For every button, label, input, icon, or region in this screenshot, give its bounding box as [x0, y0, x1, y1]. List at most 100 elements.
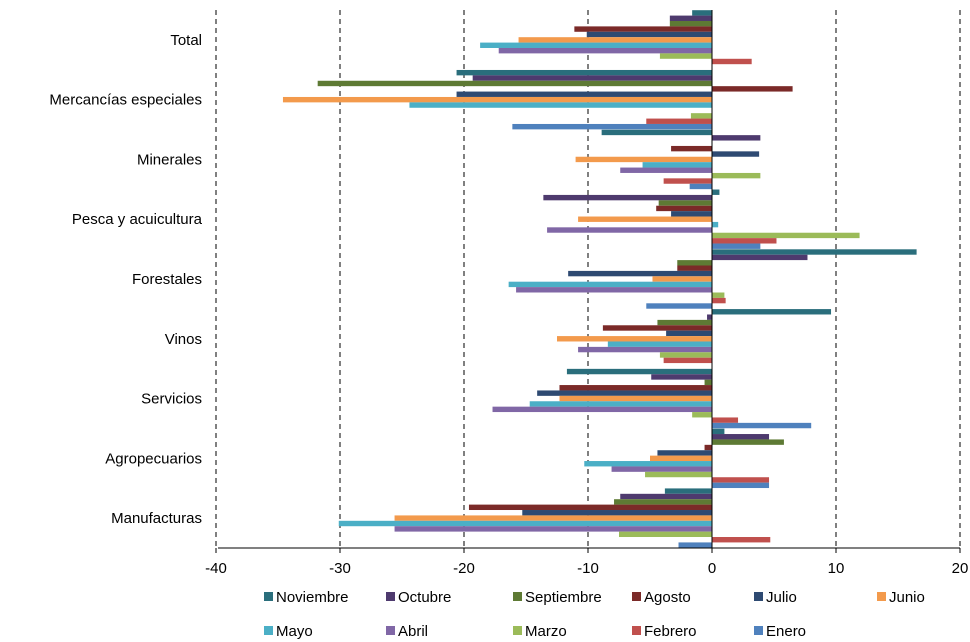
- bar: [671, 211, 712, 217]
- x-tick-label: 20: [952, 560, 969, 577]
- bar: [712, 86, 793, 92]
- bar: [575, 156, 712, 163]
- bar: [646, 303, 712, 309]
- bar: [611, 466, 712, 472]
- legend-label: Enero: [766, 623, 806, 640]
- bar: [480, 42, 712, 48]
- bar: [498, 47, 712, 54]
- grid-lines: [215, 10, 961, 548]
- axes: [215, 10, 961, 553]
- bar: [712, 417, 739, 423]
- bar: [652, 276, 712, 282]
- bar: [712, 232, 860, 239]
- bars: [282, 10, 917, 548]
- category-label: Agropecuarios: [105, 450, 202, 467]
- bar: [547, 227, 712, 233]
- bar: [620, 493, 712, 500]
- bar: [522, 510, 712, 516]
- category-label: Vinos: [165, 331, 202, 348]
- bar: [707, 314, 712, 320]
- bar: [712, 172, 761, 179]
- bar: [642, 162, 712, 168]
- bar: [651, 374, 712, 380]
- bar: [712, 243, 761, 249]
- bar: [586, 31, 712, 38]
- legend-item: Junio: [877, 589, 925, 606]
- x-tick-label: -10: [577, 560, 599, 577]
- bar: [666, 330, 712, 337]
- legend-label: Noviembre: [276, 589, 349, 606]
- legend-swatch: [513, 626, 522, 635]
- legend-swatch: [754, 592, 763, 601]
- legend-label: Marzo: [525, 623, 567, 640]
- bar: [692, 412, 712, 418]
- bar: [394, 515, 712, 521]
- legend-swatch: [632, 626, 641, 635]
- bar: [669, 15, 712, 21]
- bar: [619, 531, 712, 538]
- bar: [557, 336, 712, 342]
- bar: [712, 189, 720, 195]
- bar: [317, 80, 712, 87]
- category-label: Minerales: [137, 151, 202, 168]
- bar: [657, 319, 712, 326]
- bar: [712, 482, 770, 489]
- bar: [657, 450, 712, 456]
- legend-item: Octubre: [386, 589, 451, 606]
- legend-swatch: [264, 592, 273, 601]
- bar: [578, 216, 712, 222]
- bar: [543, 194, 712, 201]
- category-label: Pesca y acuicultura: [72, 211, 203, 228]
- bar: [712, 58, 752, 65]
- bar: [712, 221, 719, 228]
- bar: [645, 471, 712, 478]
- legend-item: Agosto: [632, 589, 691, 606]
- bar: [601, 129, 712, 136]
- bar: [659, 53, 712, 59]
- bar: [690, 113, 712, 119]
- bar: [656, 205, 712, 212]
- bar: [512, 123, 712, 130]
- bar: [607, 341, 712, 347]
- bar: [712, 135, 761, 141]
- legend-item: Mayo: [264, 623, 313, 640]
- bar: [518, 37, 712, 43]
- bar: [664, 488, 712, 494]
- bar: [712, 428, 725, 435]
- legend-label: Julio: [766, 589, 797, 606]
- bar: [712, 297, 726, 304]
- legend-swatch: [632, 592, 641, 601]
- legend-item: Febrero: [632, 623, 697, 640]
- legend-swatch: [386, 626, 395, 635]
- bar: [659, 352, 712, 358]
- bar: [409, 102, 712, 108]
- x-tick-label: -40: [205, 560, 227, 577]
- bar: [712, 477, 770, 483]
- bar: [650, 455, 712, 462]
- bar: [663, 357, 712, 364]
- bar: [394, 526, 712, 532]
- x-tick-label: -30: [329, 560, 351, 577]
- bar: [574, 26, 712, 32]
- legend-item: Noviembre: [264, 589, 349, 606]
- bar: [712, 434, 770, 440]
- legend-item: Enero: [754, 623, 806, 640]
- category-label: Mercancías especiales: [49, 92, 202, 109]
- legend-item: Marzo: [513, 623, 567, 640]
- bar: [712, 151, 760, 157]
- bar: [602, 325, 712, 331]
- bar: [516, 287, 712, 293]
- bar: [712, 292, 725, 298]
- legend-label: Agosto: [644, 589, 691, 606]
- bar: [712, 309, 832, 315]
- bar: [456, 69, 712, 76]
- legend-item: Abril: [386, 623, 428, 640]
- x-tick-label: 10: [828, 560, 845, 577]
- legend-label: Septiembre: [525, 589, 602, 606]
- legend-swatch: [513, 592, 522, 601]
- legend-label: Mayo: [276, 623, 313, 640]
- category-label: Manufacturas: [111, 510, 202, 527]
- bar: [712, 422, 812, 429]
- bar: [689, 183, 712, 190]
